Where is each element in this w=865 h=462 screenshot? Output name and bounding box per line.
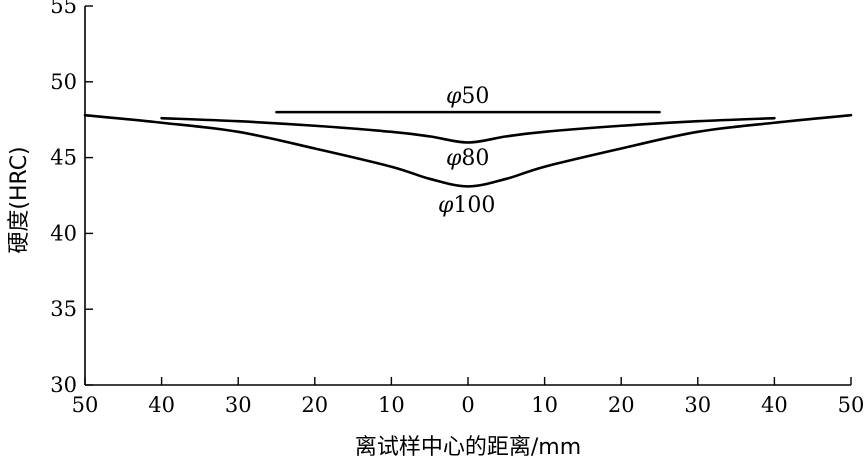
series-label-phi50: φ50 [446,84,489,109]
x-tick-label: 50 [72,393,99,417]
y-tick-label: 55 [50,0,77,18]
series-label-phi100: φ100 [438,193,495,218]
series-line-phi80 [160,116,776,144]
x-tick-label: 30 [684,393,711,417]
series-line-phi100 [83,113,853,188]
series-label-number: 50 [461,84,489,109]
series-label-phi80: φ80 [446,146,489,171]
phi-symbol: φ [446,84,462,109]
series-label-number: 80 [461,146,489,171]
x-tick-label: 10 [531,393,558,417]
x-ticks: 50 40 30 20 10 0 10 20 30 40 50 [72,377,865,417]
y-tick-label: 40 [50,221,77,245]
phi-symbol: φ [446,146,462,171]
x-tick-label: 40 [761,393,788,417]
y-ticks: 30 35 40 45 50 55 [50,0,93,397]
x-tick-label: 50 [838,393,865,417]
x-axis-title: 离试样中心的距离/mm [355,435,581,460]
series-labels: φ50 φ80 φ100 [438,84,495,218]
x-tick-label: 0 [461,393,474,417]
y-axis-title: 硬度(HRC) [7,146,32,253]
series-lines [83,110,853,188]
y-tick-label: 50 [50,70,77,94]
phi-symbol: φ [438,193,454,218]
y-tick-label: 30 [50,373,77,397]
x-tick-label: 20 [301,393,328,417]
x-tick-label: 40 [148,393,175,417]
x-tick-label: 30 [225,393,252,417]
y-tick-label: 45 [50,146,77,170]
x-tick-label: 10 [378,393,405,417]
x-tick-label: 20 [608,393,635,417]
y-tick-label: 35 [50,297,77,321]
series-label-number: 100 [453,193,495,218]
